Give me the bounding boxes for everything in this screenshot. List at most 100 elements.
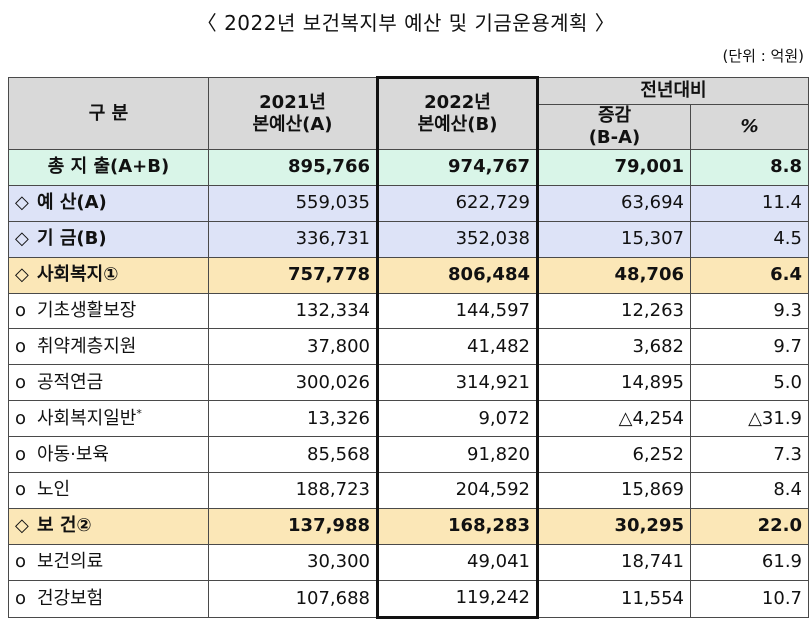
value-change: 48,706 [537, 256, 691, 294]
table-body: 총 지 출(A+B) 895,766 974,767 79,001 8.8 ◇ 예 산(A)… [8, 149, 809, 619]
table-row: ◇ 기 금(B) 336,731 352,038 15,307 4.5 [8, 220, 809, 258]
header-pct-text: % [740, 116, 759, 137]
header-2022-year: 2022년 [424, 92, 491, 113]
row-label: 기 금(B) [37, 228, 107, 250]
unit-note: (단위 : 억원) [722, 47, 805, 65]
value-pct: 10.7 [690, 579, 809, 618]
table-row: 총 지 출(A+B) 895,766 974,767 79,001 8.8 [8, 149, 809, 186]
value-change: 79,001 [537, 149, 691, 186]
value-2021: 895,766 [208, 149, 378, 186]
table-row: o 보건의료 30,300 49,041 18,741 61.9 [8, 543, 809, 581]
value-2021: 107,688 [208, 579, 378, 618]
budget-table: 구 분 2021년 본예산(A) 2022년 본예산(B) 전년대비 증감 (B… [8, 76, 809, 619]
row-label: 보건의료 [37, 551, 104, 573]
value-2022: 9,072 [376, 400, 539, 438]
row-bullet: o [15, 371, 27, 393]
row-label: 건강보험 [37, 587, 104, 609]
table-row: o 사회복지일반* 13,326 9,072 △4,254 △31.9 [8, 400, 809, 438]
row-label-cell: o 기초생활보장 [8, 292, 209, 330]
value-2022: 144,597 [376, 292, 539, 330]
value-2021: 188,723 [208, 472, 378, 509]
row-label-cell: ◇ 기 금(B) [8, 220, 209, 258]
value-change: 15,307 [537, 220, 691, 258]
value-change: 15,869 [537, 472, 691, 509]
value-2022: 314,921 [376, 364, 539, 402]
value-2022: 49,041 [376, 543, 539, 581]
table-row: o 아동·보육 85,568 91,820 6,252 7.3 [8, 436, 809, 474]
value-change: 3,682 [537, 328, 691, 366]
value-2021: 13,326 [208, 400, 378, 438]
value-change: 63,694 [537, 184, 691, 222]
row-label: 총 지 출(A+B) [47, 156, 170, 178]
header-2022-sub: 본예산(B) [417, 114, 498, 135]
header-category: 구 분 [8, 77, 209, 150]
header-yoy: 전년대비 [537, 77, 809, 105]
value-pct: 9.7 [690, 328, 809, 366]
table-row: o 기초생활보장 132,334 144,597 12,263 9.3 [8, 292, 809, 330]
value-2022: 806,484 [376, 256, 539, 294]
table-row: o 공적연금 300,026 314,921 14,895 5.0 [8, 364, 809, 402]
row-label: 보 건② [37, 515, 92, 537]
value-pct: △31.9 [690, 400, 809, 438]
row-label: 취약계층지원 [37, 335, 137, 357]
table-header: 구 분 2021년 본예산(A) 2022년 본예산(B) 전년대비 증감 (B… [8, 76, 809, 150]
row-bullet: o [15, 479, 27, 501]
row-label-cell: o 건강보험 [8, 579, 209, 618]
value-2022: 41,482 [376, 328, 539, 366]
value-pct: 7.3 [690, 436, 809, 474]
row-label-cell: o 취약계층지원 [8, 328, 209, 366]
row-bullet: o [15, 587, 27, 609]
value-2021: 132,334 [208, 292, 378, 330]
value-2021: 85,568 [208, 436, 378, 474]
value-change: 14,895 [537, 364, 691, 402]
row-label-cell: o 노인 [8, 472, 209, 509]
value-2022: 622,729 [376, 184, 539, 222]
value-2022: 974,767 [376, 149, 539, 186]
row-label-cell: o 공적연금 [8, 364, 209, 402]
value-pct: 9.3 [690, 292, 809, 330]
table-row: o 노인 188,723 204,592 15,869 8.4 [8, 472, 809, 509]
value-2022: 119,242 [376, 579, 539, 619]
value-2021: 137,988 [208, 507, 378, 545]
value-change: 18,741 [537, 543, 691, 581]
value-pct: 11.4 [690, 184, 809, 222]
row-label-cell: 총 지 출(A+B) [8, 149, 209, 186]
value-pct: 8.4 [690, 472, 809, 509]
value-pct: 5.0 [690, 364, 809, 402]
row-bullet: ◇ [15, 228, 29, 250]
header-2021-year: 2021년 [259, 91, 326, 113]
value-pct: 6.4 [690, 256, 809, 294]
value-2021: 300,026 [208, 364, 378, 402]
value-pct: 4.5 [690, 220, 809, 258]
table-row: ◇ 예 산(A) 559,035 622,729 63,694 11.4 [8, 184, 809, 222]
header-2021-sub: 본예산(A) [252, 113, 333, 135]
value-pct: 22.0 [690, 507, 809, 545]
row-label: 아동·보육 [37, 443, 109, 465]
value-change: 12,263 [537, 292, 691, 330]
row-label-cell: o 보건의료 [8, 543, 209, 581]
value-2022: 352,038 [376, 220, 539, 258]
value-2022: 204,592 [376, 472, 539, 509]
row-label: 공적연금 [37, 371, 104, 393]
row-label-cell: o 아동·보육 [8, 436, 209, 474]
row-bullet: ◇ [15, 515, 29, 537]
row-label: 예 산(A) [37, 192, 107, 214]
value-2022: 168,283 [376, 507, 539, 545]
row-label: 사회복지① [37, 264, 119, 286]
row-label-cell: o 사회복지일반* [8, 400, 209, 438]
table-row: o 건강보험 107,688 119,242 11,554 10.7 [8, 579, 809, 619]
row-label-cell: ◇ 보 건② [8, 507, 209, 545]
footnote-mark: * [136, 406, 142, 420]
row-bullet: o [15, 335, 27, 357]
table-row: ◇ 보 건② 137,988 168,283 30,295 22.0 [8, 507, 809, 545]
row-bullet: o [15, 443, 27, 465]
row-bullet: o [15, 407, 27, 429]
table-row: o 취약계층지원 37,800 41,482 3,682 9.7 [8, 328, 809, 366]
row-bullet: ◇ [15, 264, 29, 286]
header-pct: % [690, 104, 809, 150]
value-pct: 8.8 [690, 149, 809, 186]
value-change: 11,554 [537, 579, 691, 618]
value-2021: 37,800 [208, 328, 378, 366]
row-label: 사회복지일반 [37, 407, 137, 429]
header-change-line2: (B-A) [588, 127, 641, 148]
